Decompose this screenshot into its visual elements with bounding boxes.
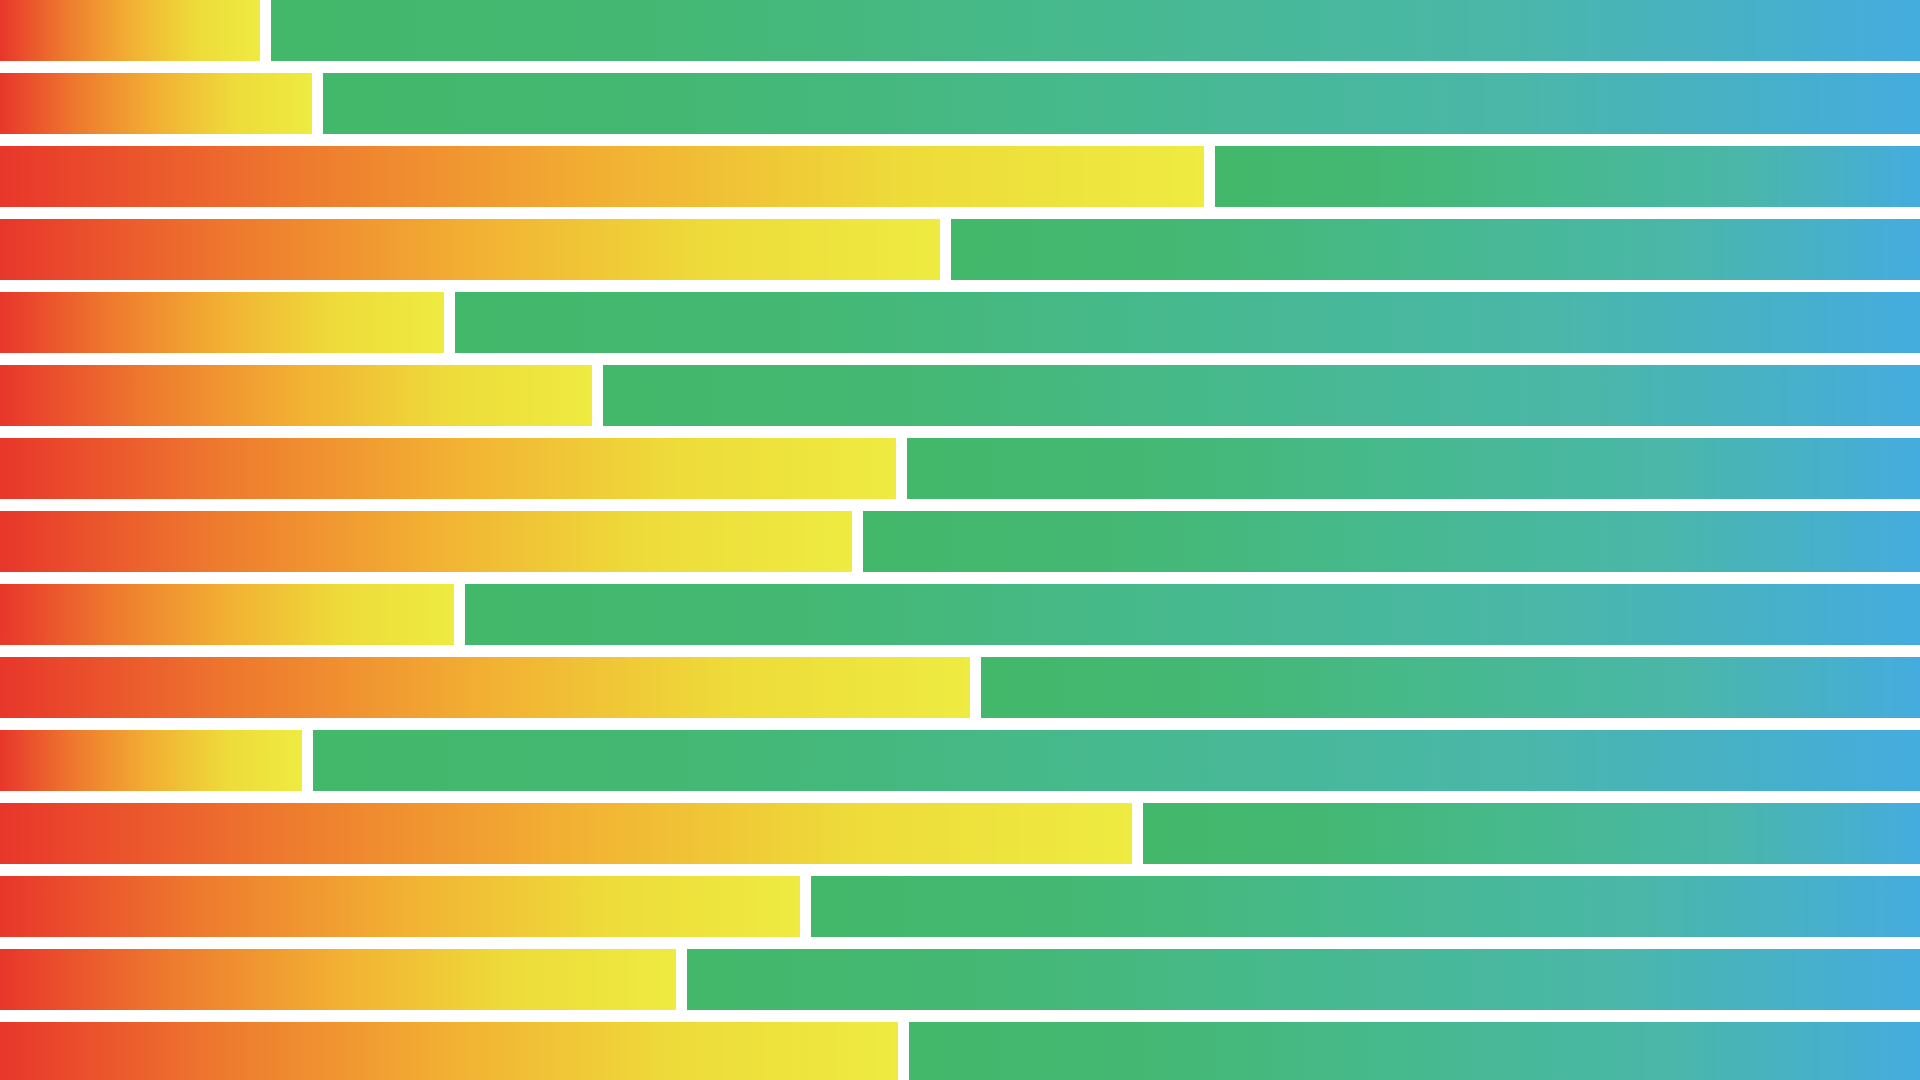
warm-segment bbox=[0, 365, 592, 426]
warm-segment bbox=[0, 0, 260, 61]
cool-segment bbox=[909, 1022, 1920, 1080]
stripe-row bbox=[0, 584, 1920, 645]
cool-segment bbox=[907, 438, 1920, 499]
stripe-row bbox=[0, 1022, 1920, 1080]
stripe-row bbox=[0, 657, 1920, 718]
stripe-row bbox=[0, 365, 1920, 426]
warm-segment bbox=[0, 657, 970, 718]
warm-segment bbox=[0, 219, 940, 280]
cool-segment bbox=[863, 511, 1920, 572]
cool-segment bbox=[951, 219, 1920, 280]
stripe-row bbox=[0, 803, 1920, 864]
cool-segment bbox=[323, 73, 1920, 134]
stripe-row bbox=[0, 876, 1920, 937]
cool-segment bbox=[1143, 803, 1920, 864]
cool-segment bbox=[981, 657, 1920, 718]
warm-segment bbox=[0, 438, 896, 499]
warm-segment bbox=[0, 146, 1204, 207]
cool-segment bbox=[455, 292, 1920, 353]
cool-segment bbox=[465, 584, 1920, 645]
stripe-row bbox=[0, 146, 1920, 207]
stripe-row bbox=[0, 73, 1920, 134]
stripe-row bbox=[0, 949, 1920, 1010]
warm-segment bbox=[0, 73, 312, 134]
cool-segment bbox=[271, 0, 1920, 61]
warm-segment bbox=[0, 1022, 898, 1080]
warm-segment bbox=[0, 511, 852, 572]
warm-segment bbox=[0, 730, 302, 791]
stripe-row bbox=[0, 219, 1920, 280]
warm-segment bbox=[0, 803, 1132, 864]
cool-segment bbox=[313, 730, 1920, 791]
cool-segment bbox=[687, 949, 1920, 1010]
stripe-row bbox=[0, 730, 1920, 791]
cool-segment bbox=[603, 365, 1920, 426]
stripe-row bbox=[0, 511, 1920, 572]
warm-segment bbox=[0, 876, 800, 937]
stripe-row bbox=[0, 438, 1920, 499]
stripe-row bbox=[0, 0, 1920, 61]
cool-segment bbox=[1215, 146, 1920, 207]
stripe-row bbox=[0, 292, 1920, 353]
cool-segment bbox=[811, 876, 1920, 937]
warm-segment bbox=[0, 584, 454, 645]
warm-segment bbox=[0, 949, 676, 1010]
warm-segment bbox=[0, 292, 444, 353]
